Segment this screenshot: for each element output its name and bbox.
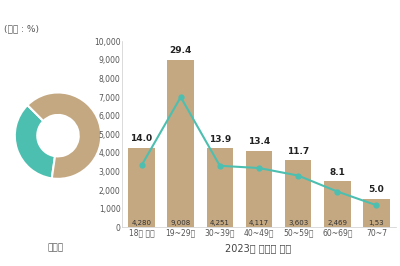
Text: 4,280: 4,280	[132, 220, 152, 226]
Bar	[168, 60, 194, 227]
Text: 2023년 연령대 분포: 2023년 연령대 분포	[225, 243, 291, 253]
Text: 11.7: 11.7	[287, 147, 309, 156]
Text: (단위 : %): (단위 : %)	[4, 25, 39, 34]
Text: 3,603: 3,603	[288, 220, 308, 226]
Text: 13.9: 13.9	[209, 135, 231, 144]
Text: 4,251: 4,251	[210, 220, 230, 226]
Text: 35.2: 35.2	[42, 129, 74, 142]
Text: 14.0: 14.0	[130, 134, 153, 143]
Text: 2,469: 2,469	[327, 220, 347, 226]
Bar	[128, 148, 155, 227]
Text: 4,117: 4,117	[249, 220, 269, 226]
Bar	[324, 181, 350, 227]
Text: 령분포: 령분포	[48, 244, 64, 252]
Text: 1,53: 1,53	[369, 220, 384, 226]
Text: 29.4: 29.4	[170, 46, 192, 55]
Text: 8.1: 8.1	[329, 168, 345, 177]
Bar	[363, 199, 390, 227]
Wedge shape	[28, 93, 101, 179]
Bar	[246, 151, 272, 227]
Bar	[285, 160, 312, 227]
Wedge shape	[15, 105, 55, 178]
Bar	[206, 148, 233, 227]
Text: 5.0: 5.0	[368, 185, 384, 194]
Text: 9,008: 9,008	[170, 220, 191, 226]
Text: 13.4: 13.4	[248, 137, 270, 146]
